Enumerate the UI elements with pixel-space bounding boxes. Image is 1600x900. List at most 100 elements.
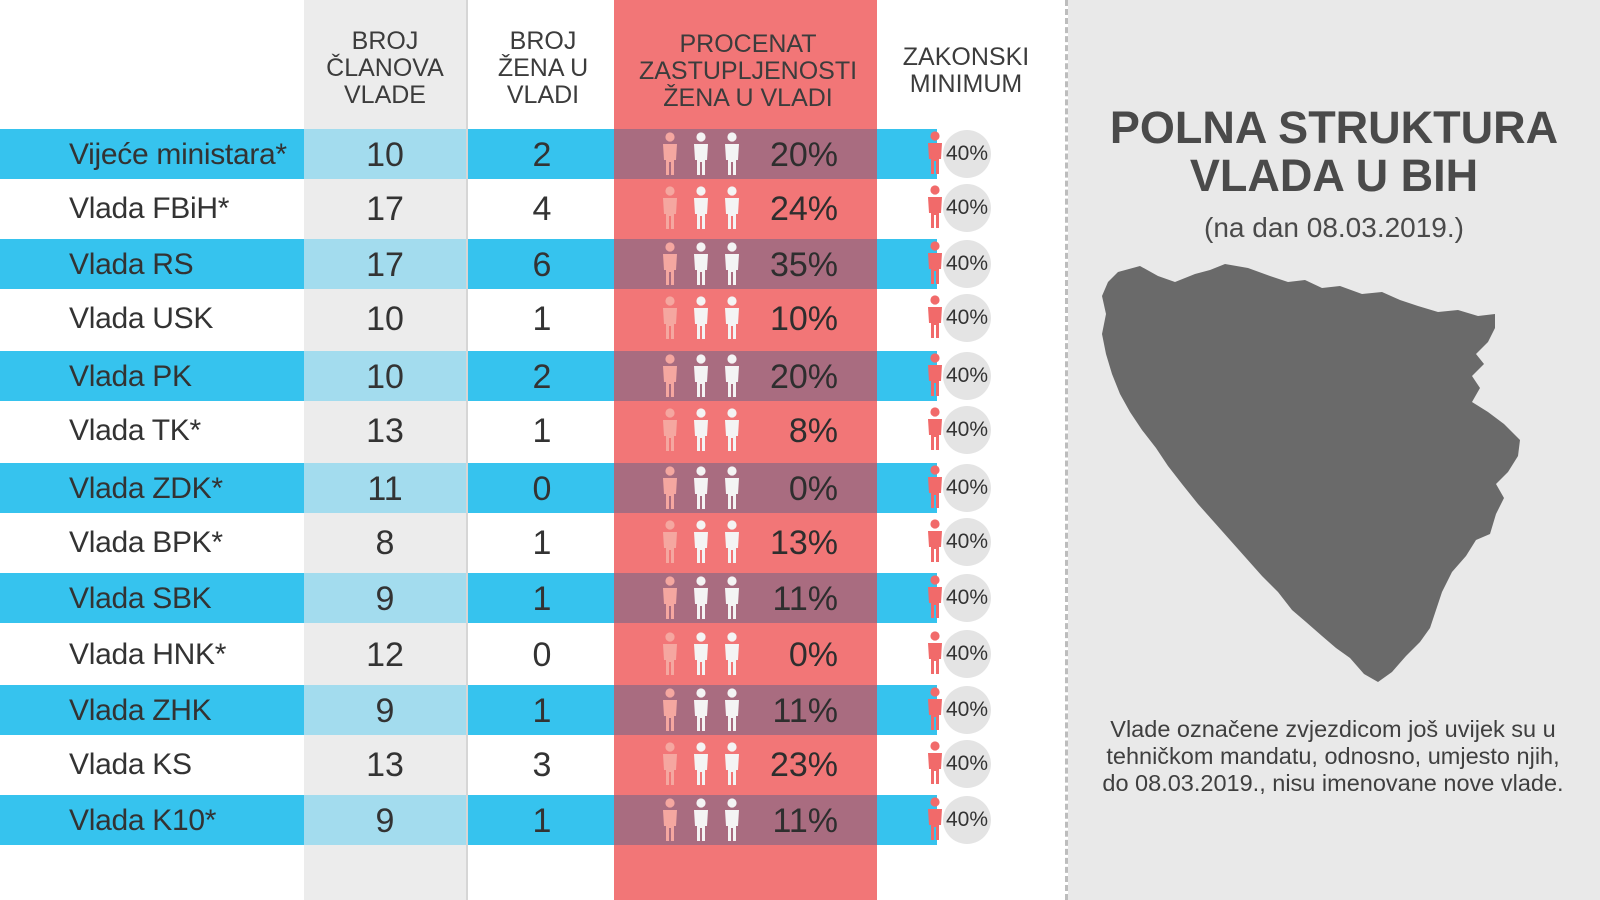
minimum-badge: 40%	[943, 740, 991, 788]
row-band-women	[468, 351, 614, 401]
minimum-badge: 40%	[943, 796, 991, 844]
row-band-name	[0, 351, 304, 401]
row-band-percent	[614, 685, 877, 735]
woman-icon	[663, 742, 677, 785]
person-icon	[694, 798, 708, 841]
government-name: Vlada TK*	[69, 414, 201, 447]
row-band-percent	[614, 463, 877, 513]
header-percent: PROCENAT ZASTUPLJENOSTI ŽENA U VLADI	[638, 30, 858, 112]
people-icons	[660, 132, 750, 176]
women-percent: 35%	[769, 246, 838, 284]
person-icon	[694, 132, 708, 175]
women-percent: 23%	[769, 746, 838, 784]
table-row: Vlada ZHK 9 1 11% 40%	[0, 685, 1005, 735]
row-band-women	[468, 795, 614, 845]
person-icon	[725, 408, 739, 451]
women-count: 4	[532, 190, 552, 228]
table-row: Vlada RS 17 6 35% 40%	[0, 239, 1005, 289]
women-percent: 11%	[772, 580, 838, 618]
table-row: Vlada K10* 9 1 11% 40%	[0, 795, 1005, 845]
members-count: 12	[366, 636, 404, 674]
table-row: Vlada KS 13 3 23% 40%	[0, 739, 1005, 789]
people-icons	[660, 354, 750, 398]
members-count: 10	[366, 358, 404, 396]
row-band-women	[468, 685, 614, 735]
person-icon	[694, 408, 708, 451]
row-band-members	[304, 685, 466, 735]
row-band-members	[304, 239, 466, 289]
row-band-minimum	[877, 129, 937, 179]
woman-icon	[928, 519, 942, 562]
woman-icon	[928, 631, 942, 674]
members-count: 11	[367, 470, 403, 508]
people-icons	[660, 798, 750, 842]
person-icon	[725, 742, 739, 785]
person-icon	[694, 742, 708, 785]
column-divider	[466, 0, 468, 900]
dashed-divider	[1065, 0, 1068, 900]
legal-minimum: 40%	[925, 130, 1005, 178]
person-icon	[694, 186, 708, 229]
person-icon	[694, 576, 708, 619]
panel-title-line1: POLNA STRUKTURA	[1109, 102, 1559, 153]
person-icon	[725, 466, 739, 509]
women-percent: 11%	[772, 692, 838, 730]
women-count: 1	[532, 524, 552, 562]
people-icons	[660, 242, 750, 286]
row-band-percent	[614, 795, 877, 845]
minimum-badge: 40%	[943, 630, 991, 678]
people-icons	[660, 408, 750, 452]
woman-icon	[928, 687, 942, 730]
members-count: 17	[366, 246, 404, 284]
woman-icon	[928, 407, 942, 450]
row-band-women	[468, 463, 614, 513]
government-name: Vlada SBK	[69, 582, 212, 615]
government-name: Vlada ZHK	[69, 694, 212, 727]
people-icons	[660, 688, 750, 732]
women-count: 1	[532, 412, 552, 450]
people-icons	[660, 296, 750, 340]
women-count: 1	[532, 802, 552, 840]
table-row: Vlada PK 10 2 20% 40%	[0, 351, 1005, 401]
woman-icon	[928, 241, 942, 284]
women-count: 6	[532, 246, 552, 284]
women-count: 1	[532, 692, 552, 730]
legal-minimum: 40%	[925, 406, 1005, 454]
legal-minimum: 40%	[925, 574, 1005, 622]
government-name: Vlada FBiH*	[69, 192, 230, 225]
bosnia-herzegovina-map-icon	[1102, 264, 1520, 682]
person-icon	[694, 466, 708, 509]
legal-minimum: 40%	[925, 294, 1005, 342]
government-name: Vlada USK	[69, 302, 214, 335]
person-icon	[725, 296, 739, 339]
woman-icon	[663, 242, 677, 285]
women-count: 1	[532, 300, 552, 338]
woman-icon	[928, 295, 942, 338]
people-icons	[660, 186, 750, 230]
legal-minimum: 40%	[925, 184, 1005, 232]
woman-icon	[928, 185, 942, 228]
row-band-women	[468, 573, 614, 623]
row-band-members	[304, 463, 466, 513]
women-percent: 24%	[769, 190, 838, 228]
legal-minimum: 40%	[925, 352, 1005, 400]
table-row: Vlada SBK 9 1 11% 40%	[0, 573, 1005, 623]
minimum-badge: 40%	[943, 130, 991, 178]
row-band-name	[0, 795, 304, 845]
members-count: 13	[366, 746, 404, 784]
minimum-badge: 40%	[943, 294, 991, 342]
women-count: 0	[532, 470, 552, 508]
women-count: 1	[532, 580, 552, 618]
government-name: Vlada K10*	[69, 804, 217, 837]
legal-minimum: 40%	[925, 686, 1005, 734]
women-count: 2	[532, 358, 552, 396]
woman-icon	[928, 575, 942, 618]
row-band-women	[468, 129, 614, 179]
women-percent: 13%	[769, 524, 838, 562]
members-count: 9	[375, 802, 395, 840]
people-icons	[660, 466, 750, 510]
minimum-badge: 40%	[943, 352, 991, 400]
table-row: Vlada FBiH* 17 4 24% 40%	[0, 183, 1005, 233]
person-icon	[725, 798, 739, 841]
